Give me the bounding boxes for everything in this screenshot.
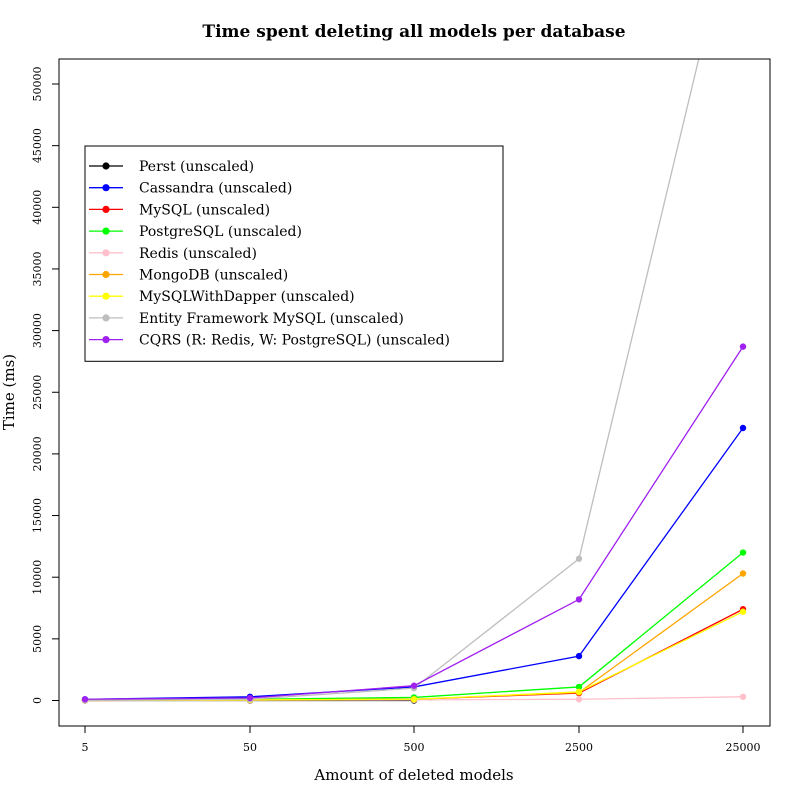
y-tick-label: 25000: [31, 375, 44, 410]
legend-label: Perst (unscaled): [139, 159, 254, 175]
data-point: [739, 424, 747, 432]
x-tick-label: 500: [404, 741, 425, 754]
y-tick-label: 45000: [31, 128, 44, 163]
legend-marker: [102, 270, 110, 279]
legend-marker: [102, 227, 110, 235]
legend-label: MongoDB (unscaled): [139, 268, 288, 284]
legend-label: MySQL (unscaled): [139, 202, 270, 218]
chart-title: Time spent deleting all models per datab…: [202, 22, 625, 42]
series-1: [81, 424, 747, 703]
y-axis: 0 5000 10000 15000 20000 25000 30000 35000 40000…: [31, 67, 60, 704]
legend-item: MySQLWithDapper (unscaled): [89, 289, 355, 305]
legend-marker: [102, 249, 110, 257]
y-tick-label: 0: [31, 697, 44, 704]
data-point: [81, 696, 89, 703]
data-point: [739, 693, 747, 701]
legend-marker: [102, 184, 110, 192]
legend-marker: [102, 292, 110, 300]
y-tick-label: 5000: [31, 625, 44, 653]
legend-label: Cassandra (unscaled): [139, 181, 292, 197]
y-tick-label: 10000: [31, 560, 44, 595]
series-8: [81, 343, 747, 703]
y-tick-label: 35000: [31, 251, 44, 286]
data-point: [575, 652, 583, 660]
legend-label: Redis (unscaled): [139, 246, 257, 262]
y-tick-label: 40000: [31, 190, 44, 225]
y-tick-label: 15000: [31, 498, 44, 533]
x-tick-label: 50: [243, 741, 257, 754]
legend-label: MySQLWithDapper (unscaled): [139, 289, 355, 305]
y-axis-title: Time (ms): [0, 354, 18, 430]
legend-item: MySQL (unscaled): [89, 202, 270, 218]
legend-item: Entity Framework MySQL (unscaled): [89, 311, 404, 327]
data-point: [739, 570, 747, 577]
legend-marker: [102, 314, 110, 322]
series-line: [84, 572, 744, 702]
series-line: [84, 346, 744, 700]
legend-marker: [102, 336, 110, 344]
data-point: [575, 696, 583, 703]
x-axis: 5 50 500 2500 25000: [82, 725, 761, 754]
x-tick-label: 5: [82, 741, 89, 754]
x-tick-label: 2500: [565, 741, 593, 754]
legend-item: MongoDB (unscaled): [89, 268, 288, 284]
data-point: [410, 682, 418, 689]
data-point: [739, 549, 747, 556]
y-tick-label: 20000: [31, 436, 44, 471]
series-line: [84, 427, 744, 700]
legend-label: PostgreSQL (unscaled): [139, 224, 302, 240]
x-axis-title: Amount of deleted models: [313, 766, 513, 784]
data-point: [246, 694, 254, 702]
legend-item: PostgreSQL (unscaled): [89, 224, 302, 240]
data-point: [575, 688, 583, 696]
y-tick-label: 30000: [31, 313, 44, 348]
x-tick-label: 25000: [726, 741, 761, 754]
y-tick-label: 50000: [31, 67, 44, 102]
legend-label: Entity Framework MySQL (unscaled): [139, 311, 404, 327]
data-point: [410, 696, 418, 703]
legend-item: Redis (unscaled): [89, 246, 257, 262]
legend-label: CQRS (R: Redis, W: PostgreSQL) (unscaled…: [139, 333, 450, 349]
legend-box: [84, 145, 504, 362]
legend-item: Cassandra (unscaled): [89, 181, 292, 197]
data-point: [739, 343, 747, 350]
data-point: [739, 608, 747, 615]
series-3: [81, 549, 747, 704]
data-point: [575, 555, 583, 562]
series-line: [84, 552, 744, 701]
legend-item: CQRS (R: Redis, W: PostgreSQL) (unscaled…: [89, 333, 450, 349]
legend: Perst (unscaled) Cassandra (unscaled) MySQ…: [84, 145, 504, 362]
legend-marker: [102, 205, 110, 213]
legend-item: Perst (unscaled): [89, 159, 254, 175]
data-point: [575, 683, 583, 691]
legend-marker: [102, 162, 110, 170]
data-point: [575, 596, 583, 603]
